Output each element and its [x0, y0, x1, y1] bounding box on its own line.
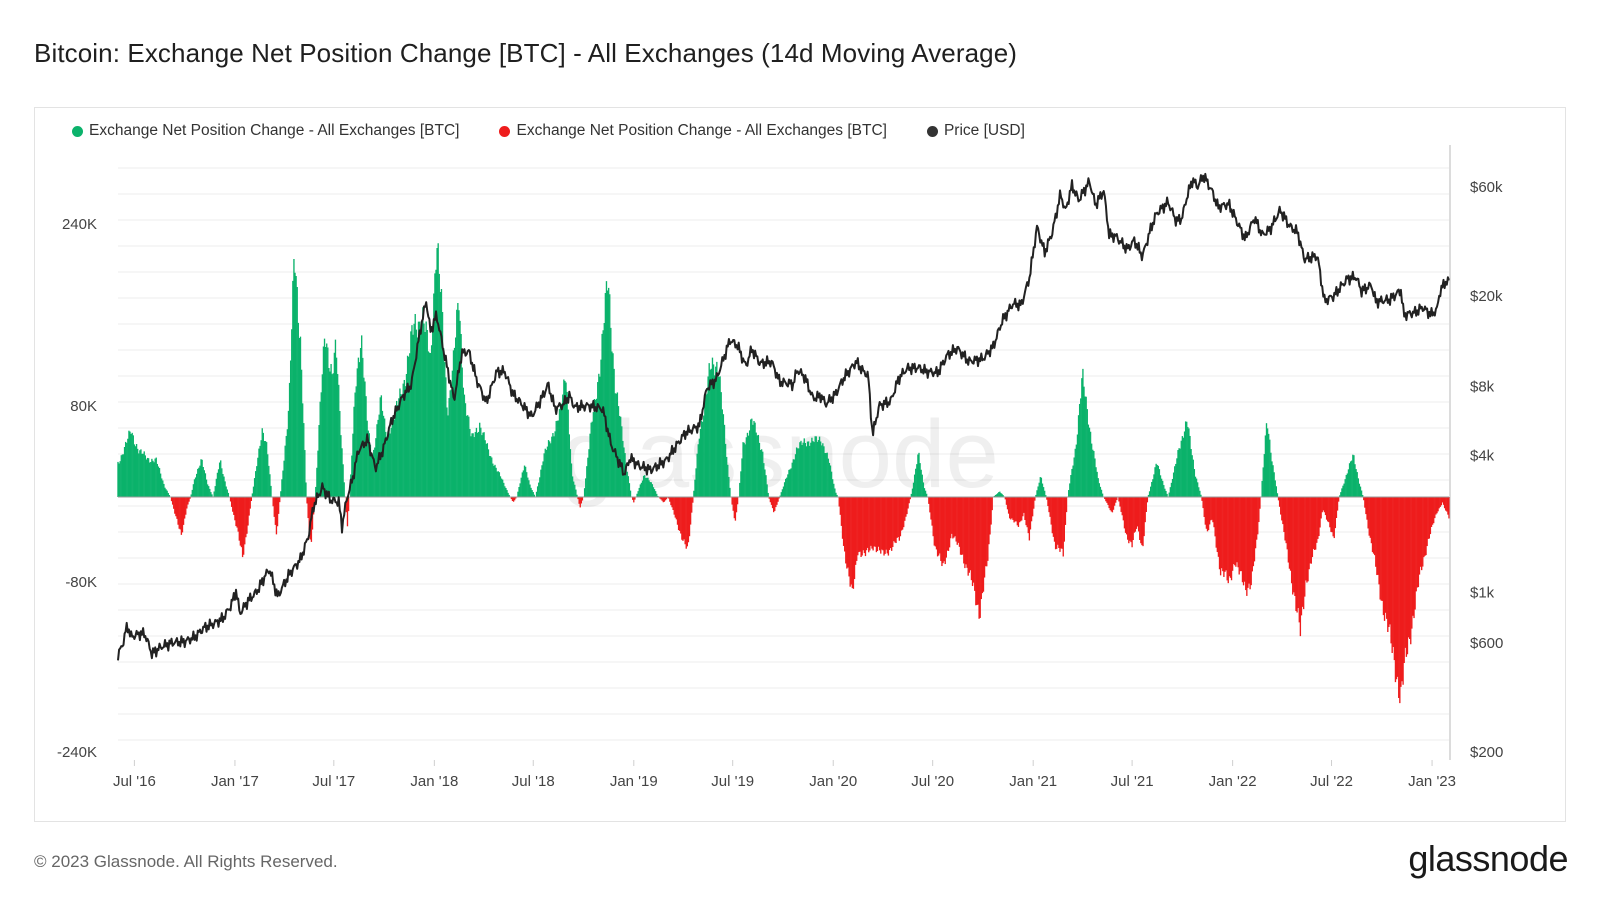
price-line-group [117, 172, 1450, 661]
legend-item-price[interactable]: Price [USD] [926, 122, 1025, 140]
chart-panel [34, 107, 1566, 822]
x-tick-label: Jul '21 [1111, 773, 1154, 790]
chart-legend: Exchange Net Position Change - All Excha… [72, 122, 1025, 140]
gridlines [118, 167, 1449, 741]
x-tick-label: Jan '20 [809, 773, 857, 790]
y-right-tick-label: $8k [1470, 379, 1495, 396]
x-tick-label: Jul '22 [1310, 773, 1353, 790]
y-left-tick-label: 240K [62, 216, 97, 233]
y-right-tick-label: $200 [1470, 744, 1503, 761]
y-right-tick-label: $1k [1470, 585, 1495, 602]
y-left-tick-label: -240K [57, 744, 97, 761]
chart-title: Bitcoin: Exchange Net Position Change [B… [34, 38, 1018, 68]
axes: 240K 80K -80K -240K $60k $20k $8k $4k $1k $600 $20… [57, 145, 1503, 790]
legend-item-positive[interactable]: Exchange Net Position Change - All Excha… [72, 122, 459, 140]
x-tick-label: Jul '17 [312, 773, 355, 790]
y-right-tick-label: $60k [1470, 179, 1503, 196]
price-line [117, 172, 1450, 661]
y-right-tick-label: $4k [1470, 447, 1495, 464]
glassnode-logo: glassnode [1408, 838, 1568, 879]
copyright-footer: © 2023 Glassnode. All Rights Reserved. [34, 852, 338, 871]
x-tick-label: Jan '18 [410, 773, 458, 790]
x-tick-label: Jul '19 [711, 773, 754, 790]
legend-negative-label: Exchange Net Position Change - All Excha… [516, 122, 887, 139]
x-tick-label: Jan '21 [1009, 773, 1057, 790]
x-tick-label: Jul '20 [911, 773, 954, 790]
legend-price-dot-icon [926, 125, 938, 137]
legend-price-label: Price [USD] [943, 122, 1025, 139]
y-right-tick-label: $600 [1470, 635, 1503, 652]
x-tick-label: Jan '22 [1209, 773, 1257, 790]
x-tick-label: Jan '23 [1408, 773, 1456, 790]
legend-positive-label: Exchange Net Position Change - All Excha… [89, 122, 460, 139]
x-tick-label: Jan '17 [211, 773, 259, 790]
legend-positive-dot-icon [72, 125, 83, 137]
y-left-tick-label: -80K [65, 574, 97, 591]
x-tick-label: Jul '16 [113, 773, 156, 790]
y-right-tick-label: $20k [1470, 288, 1503, 305]
watermark-text: glassnode [561, 401, 999, 508]
y-left-tick-label: 80K [70, 398, 97, 415]
x-tick-label: Jul '18 [512, 773, 555, 790]
legend-item-negative[interactable]: Exchange Net Position Change - All Excha… [499, 122, 887, 140]
net-position-bars [117, 243, 1450, 704]
legend-negative-dot-icon [499, 125, 511, 137]
x-tick-label: Jan '19 [610, 773, 658, 790]
